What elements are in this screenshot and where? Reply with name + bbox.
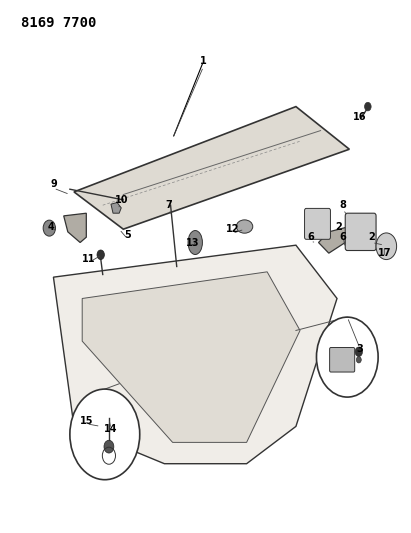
- Circle shape: [316, 317, 378, 397]
- Circle shape: [97, 250, 104, 260]
- Circle shape: [356, 357, 361, 363]
- Ellipse shape: [236, 220, 253, 233]
- Text: 6: 6: [307, 232, 314, 242]
- Polygon shape: [53, 245, 337, 464]
- Polygon shape: [111, 203, 121, 213]
- Text: 14: 14: [104, 424, 118, 434]
- Text: 4: 4: [48, 222, 55, 231]
- Text: 8: 8: [340, 200, 346, 210]
- FancyBboxPatch shape: [305, 208, 330, 239]
- FancyBboxPatch shape: [345, 213, 376, 251]
- Polygon shape: [82, 272, 300, 442]
- Polygon shape: [74, 107, 349, 229]
- Text: 3: 3: [356, 344, 363, 354]
- Text: 5: 5: [124, 230, 131, 239]
- Circle shape: [104, 440, 114, 453]
- Polygon shape: [64, 213, 86, 243]
- Text: 17: 17: [378, 248, 391, 258]
- Polygon shape: [319, 227, 349, 253]
- Text: 12: 12: [226, 224, 239, 234]
- Text: 10: 10: [115, 195, 128, 205]
- Circle shape: [70, 389, 140, 480]
- Circle shape: [43, 220, 55, 236]
- Text: 6: 6: [340, 232, 346, 242]
- Text: 2: 2: [369, 232, 375, 242]
- Ellipse shape: [188, 230, 202, 255]
- Circle shape: [355, 347, 363, 357]
- Text: 7: 7: [165, 200, 172, 210]
- Circle shape: [365, 102, 371, 111]
- Text: 13: 13: [187, 238, 200, 247]
- Text: 16: 16: [353, 112, 366, 122]
- Text: 15: 15: [80, 416, 93, 426]
- Text: 8169 7700: 8169 7700: [21, 16, 96, 30]
- Circle shape: [376, 233, 397, 260]
- Text: 1: 1: [200, 56, 207, 66]
- Text: 2: 2: [336, 222, 342, 231]
- Text: 9: 9: [50, 179, 57, 189]
- FancyBboxPatch shape: [330, 348, 355, 372]
- Text: 11: 11: [82, 254, 95, 263]
